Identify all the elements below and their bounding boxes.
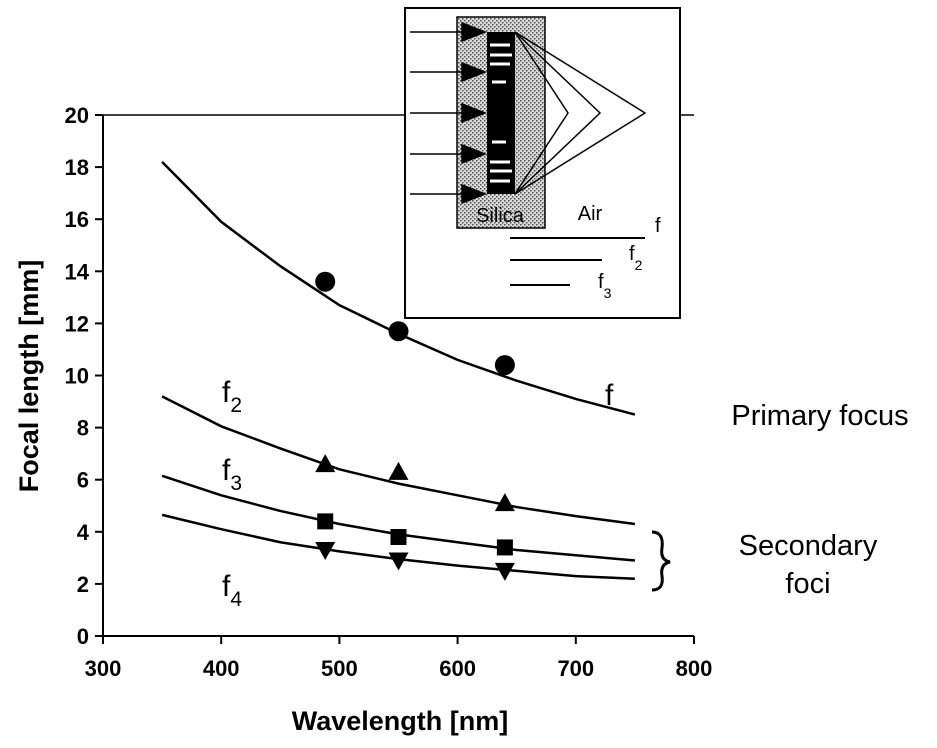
annotation: foci [785,568,830,600]
curve-label: f [605,379,614,412]
inset-label: Silica [476,205,525,227]
lens [487,32,515,194]
inset-focus-label-sub: 3 [604,285,612,301]
marker [388,321,409,342]
marker [494,493,515,512]
inset-focus-label-sub: 2 [635,257,643,273]
curve-label: f2 [222,376,242,417]
curve-label-sub: 2 [230,394,242,417]
y-tick-label: 2 [77,572,89,597]
annotation: Secondary [739,530,878,562]
arrows [410,21,488,205]
inset-label: Air [578,203,603,225]
x-tick-label: 300 [85,656,122,681]
x-tick-label: 600 [439,656,476,681]
inset-focus-label-base: f [629,243,635,265]
y-tick-label: 10 [65,364,89,389]
y-tick-label: 8 [77,416,89,441]
marker [315,542,336,561]
rays [514,31,647,195]
x-tick-label: 800 [676,656,713,681]
marker [388,461,409,480]
y-tick-label: 18 [65,155,89,180]
marker [494,355,515,376]
y-tick-label: 6 [77,468,89,493]
x-tick-label: 700 [557,656,594,681]
marker [315,271,336,292]
marker [388,552,409,571]
brace [651,530,671,592]
y-tick-label: 16 [65,207,89,232]
marker [390,529,407,546]
inset-focus-label: f [655,215,661,237]
curve-label-base: f [222,376,231,409]
inset-focus-label: f2 [629,243,643,273]
y-tick-label: 12 [65,311,89,336]
curve-label-base: f [605,379,614,412]
inset-focus-label-base: f [598,271,604,293]
curve-label-sub: 3 [230,472,242,495]
marker [317,513,334,530]
inset-focus-label-base: f [655,215,661,237]
x-tick-label: 400 [203,656,240,681]
curve-label: f4 [222,570,242,611]
curve-label-sub: 4 [230,588,242,611]
annotation: Primary focus [731,400,908,432]
x-axis-title: Wavelength [nm] [292,706,509,736]
y-axis-title: Focal length [mm] [14,260,44,493]
y-tick-label: 0 [77,624,89,649]
marker [496,539,513,556]
x-tick-label: 500 [321,656,358,681]
curve-label-base: f [222,454,231,487]
curve-label-base: f [222,570,231,603]
y-tick-label: 14 [65,259,90,284]
y-tick-label: 4 [77,520,90,545]
marker [315,454,336,473]
curve-label: f3 [222,454,242,495]
y-tick-label: 20 [65,103,89,128]
marker [494,562,515,581]
curve [161,395,636,526]
inset-focus-label: f3 [598,271,612,301]
lens-zones [490,43,512,183]
